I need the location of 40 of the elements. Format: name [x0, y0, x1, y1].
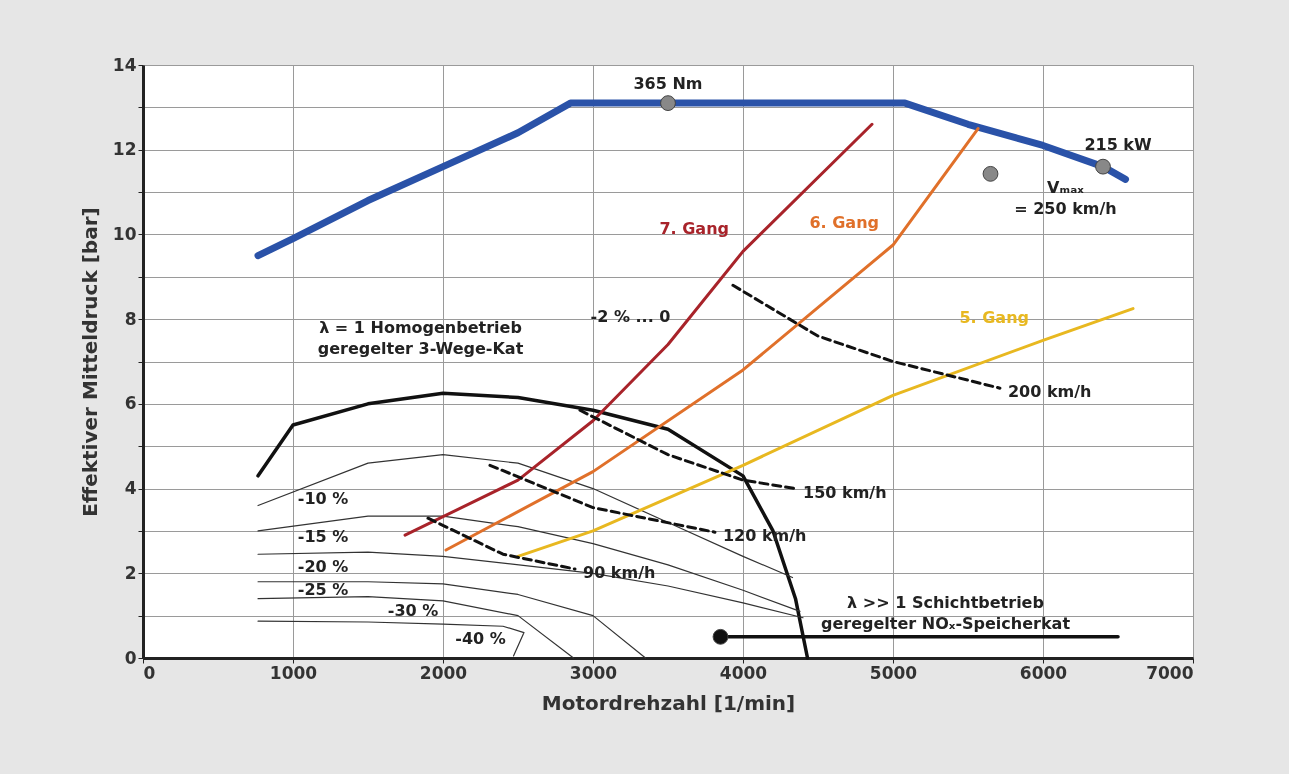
- x-tick-label: 3000: [569, 662, 618, 683]
- y-tick-label: 8: [124, 308, 137, 329]
- series-label: 7. Gang: [659, 219, 729, 239]
- annotation: -20 %: [297, 556, 349, 576]
- annotation: 365 Nm: [633, 74, 703, 94]
- annotation: -30 %: [387, 601, 439, 621]
- line-series: [257, 581, 647, 659]
- x-tick-label: 1000: [269, 662, 318, 683]
- series-label: 200 km/h: [1007, 382, 1092, 402]
- x-tick-label: 7000: [1146, 662, 1194, 683]
- annotation: λ >> 1 Schichtbetrieb geregelter NOₓ-Speicherkat: [820, 592, 1071, 633]
- annotation: -2 % ... 0: [590, 307, 671, 327]
- series-label: 150 km/h: [803, 482, 887, 502]
- annotation: -25 %: [297, 580, 349, 600]
- line-series: [257, 595, 575, 659]
- series-label: 5. Gang: [959, 308, 1029, 328]
- annotation: -40 %: [455, 628, 506, 648]
- y-tick-label: 2: [124, 562, 137, 583]
- line-series: [578, 408, 797, 491]
- x-axis-title: Motordrehzahl [1/min]: [541, 690, 796, 715]
- y-axis-title: Effektiver Mitteldruck [bar]: [77, 207, 102, 517]
- x-tick-label: 4000: [719, 662, 768, 683]
- x-tick-label: 0: [143, 662, 156, 683]
- y-tick-label: 6: [124, 393, 137, 414]
- y-tick-label: 12: [112, 139, 137, 160]
- y-tick-label: 4: [124, 478, 137, 499]
- annotation: Vₘₐₓ = 250 km/h: [1014, 177, 1117, 218]
- line-series: [257, 551, 804, 619]
- annotation: -10 %: [297, 489, 349, 509]
- line-series: [257, 620, 525, 657]
- annotation: -15 %: [297, 527, 349, 547]
- series-label: 6. Gang: [809, 213, 879, 233]
- y-tick-label: 0: [124, 647, 137, 668]
- x-tick-label: 6000: [1019, 662, 1068, 683]
- annotation: 215 kW: [1084, 135, 1152, 155]
- y-tick-label: 10: [112, 223, 137, 244]
- x-tick-label: 2000: [419, 662, 468, 683]
- x-tick-label: 5000: [869, 662, 918, 683]
- y-tick-label: 14: [112, 54, 137, 75]
- annotation: λ = 1 Homogenbetrieb geregelter 3-Wege-Kat: [317, 317, 524, 358]
